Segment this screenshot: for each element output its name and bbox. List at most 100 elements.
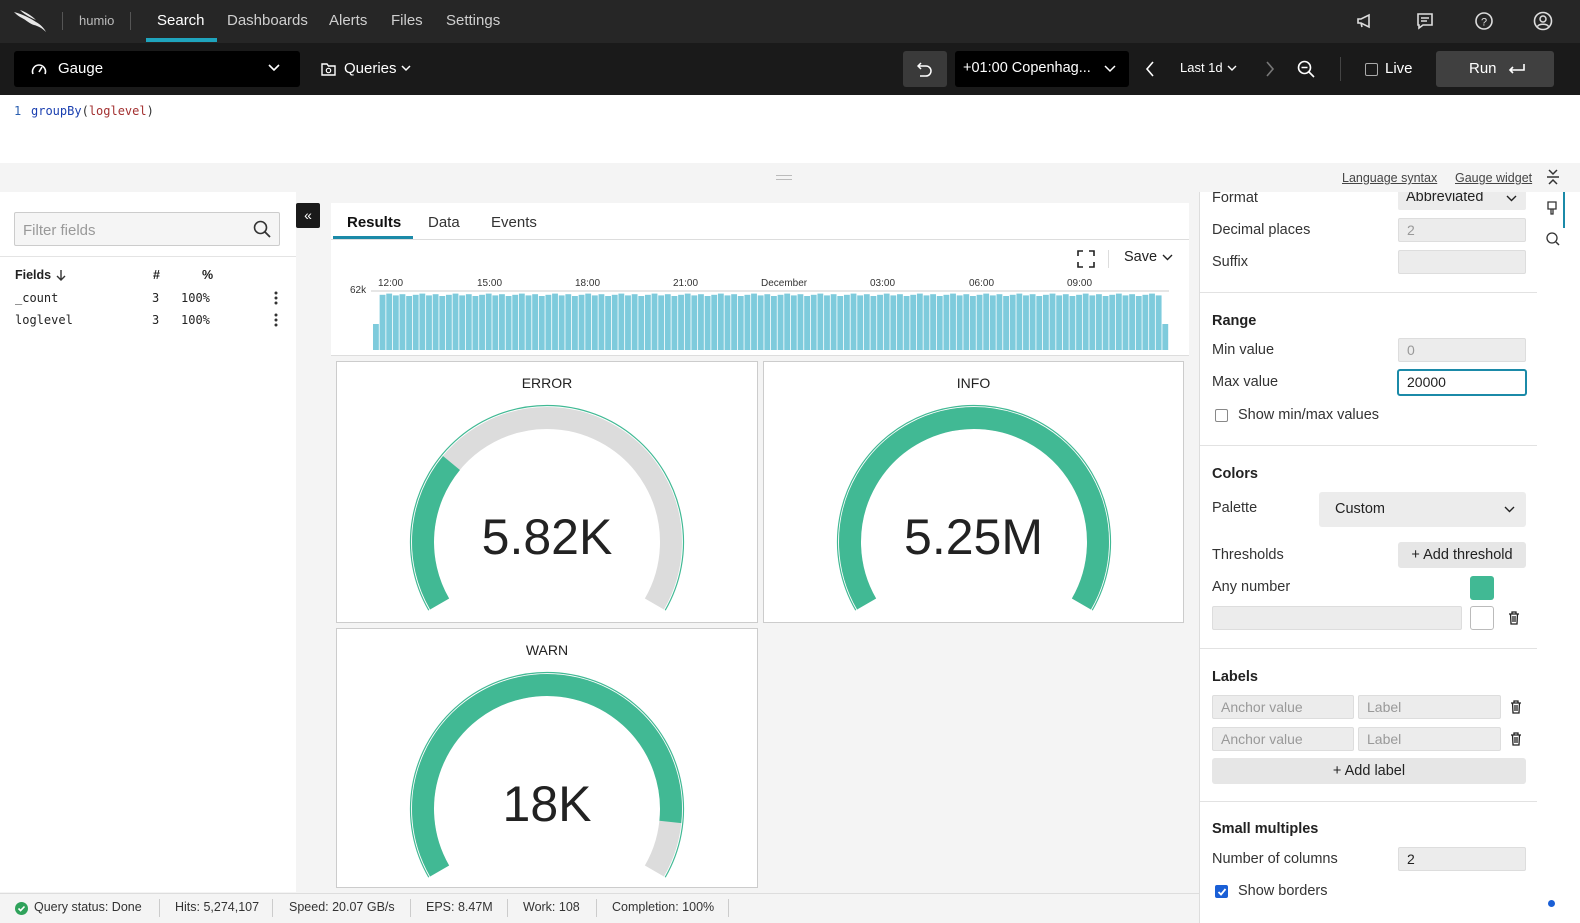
chevron-left-icon[interactable] <box>1145 61 1155 77</box>
section-divider <box>1200 445 1537 446</box>
toolbar-divider <box>1340 57 1341 81</box>
editor-resize-bar[interactable] <box>0 163 1580 191</box>
show-minmax-checkbox[interactable] <box>1215 409 1228 422</box>
histogram-bar <box>432 294 439 350</box>
language-syntax-link[interactable]: Language syntax <box>1342 171 1438 185</box>
gauge-card[interactable]: ERROR 5.82K <box>336 361 758 623</box>
nav-dashboards[interactable]: Dashboards <box>227 12 308 29</box>
num-columns-value: 2 <box>1407 851 1415 867</box>
trash-icon[interactable] <box>1510 732 1522 746</box>
trash-icon[interactable] <box>1510 700 1522 714</box>
histogram-bar <box>465 294 472 350</box>
time-range-dropdown[interactable]: Last 1d <box>1180 60 1240 80</box>
histogram-bar <box>651 293 658 350</box>
help-icon[interactable]: ? <box>1474 11 1494 31</box>
decimal-places-input[interactable]: 2 <box>1398 218 1526 242</box>
check-icon <box>1217 888 1227 896</box>
collapse-vertical-icon[interactable] <box>1546 168 1560 186</box>
history-search-icon[interactable] <box>1546 232 1560 246</box>
gauge-title: ERROR <box>521 375 573 391</box>
histogram-bar <box>771 296 777 350</box>
histogram-chart[interactable]: 62k 12:00 15:00 18:00 21:00 December 03:00 06:0… <box>331 270 1189 354</box>
svg-text:?: ? <box>1481 17 1487 29</box>
format-select[interactable]: Abbreviated <box>1398 192 1526 210</box>
megaphone-icon[interactable] <box>1355 11 1375 31</box>
num-columns-input[interactable]: 2 <box>1398 847 1526 871</box>
histogram-bar <box>757 295 764 350</box>
queries-menu[interactable]: Queries <box>320 51 420 87</box>
gauge-card[interactable]: INFO 5.25M <box>763 361 1184 623</box>
chevron-right-icon[interactable] <box>1265 61 1275 77</box>
histogram-bar <box>518 293 525 350</box>
nav-files[interactable]: Files <box>391 12 423 29</box>
histogram-bar <box>373 324 379 350</box>
work: Work: 108 <box>523 900 580 914</box>
histogram-bar <box>439 296 446 350</box>
histogram-bar <box>1036 296 1043 350</box>
histogram-bar <box>936 296 943 350</box>
fullscreen-icon[interactable] <box>1077 250 1095 268</box>
threshold-value-input[interactable] <box>1212 606 1462 630</box>
label-input[interactable]: Label <box>1358 727 1501 751</box>
histogram-bar <box>1102 296 1109 350</box>
histogram-bar <box>625 295 631 350</box>
histogram-bar <box>1062 294 1069 350</box>
histogram-bar <box>877 294 883 350</box>
histogram-bar <box>923 295 930 350</box>
nav-alerts[interactable]: Alerts <box>329 12 368 29</box>
field-percent: 100% <box>181 291 210 305</box>
label-input[interactable]: Label <box>1358 695 1501 719</box>
save-dropdown[interactable]: Save <box>1124 249 1184 269</box>
tab-events[interactable]: Events <box>491 214 537 231</box>
threshold-color-swatch[interactable] <box>1470 606 1494 630</box>
timezone-dropdown[interactable]: +01:00 Copenhag... <box>955 51 1129 87</box>
brush-icon[interactable] <box>1546 201 1558 215</box>
histogram-bar <box>724 295 731 350</box>
min-value-input[interactable]: 0 <box>1398 338 1526 362</box>
thresholds-label: Thresholds <box>1212 547 1284 563</box>
field-name[interactable]: _count <box>15 291 59 305</box>
run-button[interactable]: Run <box>1436 51 1554 87</box>
live-checkbox[interactable] <box>1365 63 1378 76</box>
filter-fields-placeholder: Filter fields <box>23 222 96 239</box>
widget-type-dropdown[interactable]: Gauge <box>14 51 300 87</box>
add-label-button[interactable]: + Add label <box>1212 758 1526 784</box>
nav-search[interactable]: Search <box>157 12 205 29</box>
double-chevron-left-icon: « <box>304 207 312 223</box>
anchor-value-input[interactable]: Anchor value <box>1212 695 1354 719</box>
histogram-bar <box>890 295 897 350</box>
undo-button[interactable] <box>903 51 947 87</box>
query-editor[interactable]: 1 groupBy(loglevel) <box>0 95 1580 163</box>
palette-select[interactable]: Custom <box>1319 492 1526 527</box>
histogram-bar <box>1009 294 1016 350</box>
filter-fields-input[interactable]: Filter fields <box>14 212 280 246</box>
histogram-x-label: 18:00 <box>575 278 600 289</box>
suffix-input[interactable] <box>1398 250 1526 274</box>
search-icon[interactable] <box>253 220 271 238</box>
falcon-logo-icon[interactable] <box>12 8 48 34</box>
success-check-icon <box>15 902 28 915</box>
histogram-bar <box>512 294 519 350</box>
fields-header[interactable]: Fields <box>15 268 52 282</box>
add-threshold-button[interactable]: + Add threshold <box>1398 542 1526 568</box>
nav-settings[interactable]: Settings <box>446 12 501 29</box>
gauge-arc <box>409 404 685 611</box>
zoom-out-icon[interactable] <box>1297 60 1315 78</box>
gauge-card[interactable]: WARN 18K <box>336 628 758 888</box>
chat-icon[interactable] <box>1415 11 1435 31</box>
sort-arrow-down-icon[interactable] <box>56 269 66 281</box>
field-name[interactable]: loglevel <box>15 313 73 327</box>
tab-data[interactable]: Data <box>428 214 460 231</box>
gauge-widget-link[interactable]: Gauge widget <box>1455 171 1533 185</box>
collapse-panel-button[interactable]: « <box>296 203 320 228</box>
threshold-color-swatch[interactable] <box>1470 576 1494 600</box>
show-borders-checkbox[interactable] <box>1215 885 1228 898</box>
user-avatar-icon[interactable] <box>1533 11 1553 31</box>
anchor-value-input[interactable]: Anchor value <box>1212 727 1354 751</box>
tab-results[interactable]: Results <box>347 214 402 231</box>
trash-icon[interactable] <box>1508 611 1520 625</box>
max-value-input[interactable]: 20000 <box>1397 369 1527 396</box>
gauge-outline <box>409 671 685 878</box>
more-vertical-icon[interactable] <box>274 313 278 327</box>
more-vertical-icon[interactable] <box>274 291 278 305</box>
